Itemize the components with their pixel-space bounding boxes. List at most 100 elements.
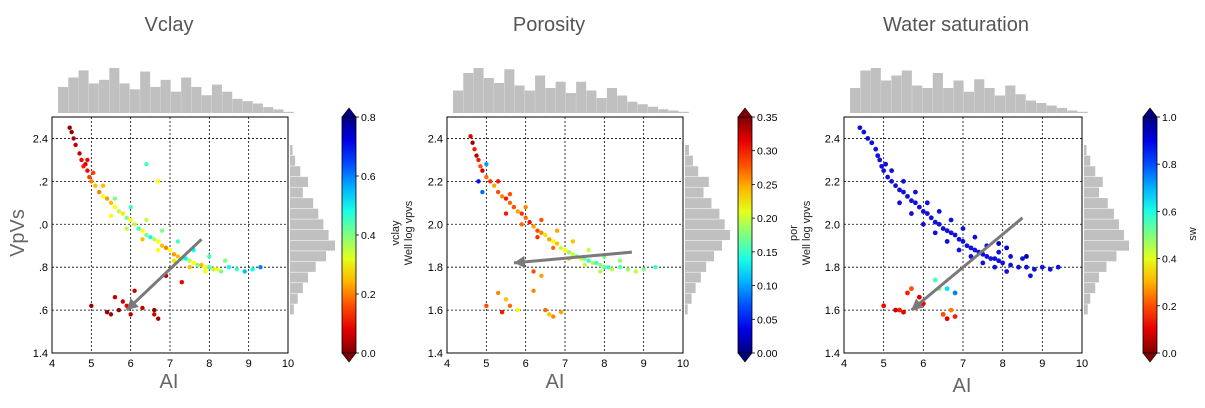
- scatter-point: [171, 252, 177, 257]
- scatter-point: [503, 196, 509, 201]
- scatter-point: [1020, 256, 1025, 261]
- scatter-point: [250, 267, 255, 272]
- scatter-point: [79, 157, 84, 163]
- scatter-point: [881, 303, 887, 309]
- scatter-point: [91, 170, 96, 175]
- colorbar-tick-label: 0.4: [361, 230, 376, 242]
- scatter-point: [108, 312, 114, 317]
- histogram-right-bar: [685, 166, 699, 177]
- histogram-top-bar: [201, 95, 212, 113]
- scatter-point: [948, 230, 954, 236]
- x-tick-label: 8: [1000, 358, 1006, 370]
- x-tick-label: 5: [881, 358, 887, 370]
- y-tick-label: 2.0: [825, 219, 840, 231]
- x-tick-label: 9: [641, 358, 647, 370]
- scatter-point: [968, 254, 974, 259]
- scatter-point: [492, 183, 497, 188]
- scatter-point: [857, 125, 863, 131]
- scatter-point: [885, 174, 891, 180]
- trend-arrow-shaft: [513, 250, 633, 265]
- colorbar-tick-label: 0.0: [1162, 348, 1177, 360]
- colorbar-tick-label: 0.30: [757, 146, 778, 158]
- scatter-point: [152, 237, 157, 242]
- scatter-point: [67, 125, 72, 130]
- scatter-point: [156, 247, 161, 253]
- histogram-right-bar: [1084, 304, 1088, 315]
- histogram-top-bar: [181, 77, 192, 113]
- scatter-point: [120, 211, 126, 216]
- chart-title: Vclay: [145, 14, 194, 36]
- scatter-point: [100, 183, 106, 188]
- scatter-point: [558, 245, 564, 251]
- scatter-point: [207, 254, 212, 259]
- histogram-right-bar: [685, 176, 709, 187]
- histogram-top-bar: [994, 95, 1006, 113]
- scatter-point: [159, 243, 165, 248]
- histogram-top-bar: [891, 75, 902, 113]
- x-tick-label: 9: [1039, 358, 1045, 370]
- scatter-point: [226, 264, 232, 270]
- trend-arrow-head: [911, 298, 924, 311]
- colorbar-tick-label: 0.6: [1162, 206, 1177, 218]
- histogram-top-bar: [617, 95, 628, 113]
- histogram-right-bar: [1084, 261, 1107, 272]
- scatter-point: [144, 162, 149, 167]
- scatter-point: [562, 247, 568, 253]
- scatter-point: [519, 222, 524, 227]
- y-tick-label: 1.6: [825, 305, 840, 317]
- scatter-point: [152, 312, 157, 317]
- scatter-point: [881, 168, 887, 174]
- y-tick-label: 1.4: [33, 348, 48, 360]
- histogram-top-bar: [678, 111, 689, 113]
- scatter-point: [865, 136, 871, 141]
- histogram-top-bar: [494, 83, 505, 113]
- scatter-point: [893, 307, 898, 313]
- scatter-point: [543, 307, 548, 313]
- scatter-point: [641, 267, 646, 272]
- scatter-point: [77, 151, 82, 156]
- scatter-point: [996, 258, 1002, 264]
- colorbar-extend-top: [341, 107, 357, 118]
- histogram-right-bar: [1084, 187, 1099, 198]
- scatter-point: [211, 267, 216, 272]
- scatter-point: [960, 239, 966, 244]
- scatter-point: [476, 157, 481, 163]
- histogram-top-bar: [524, 90, 535, 113]
- histogram-right-bar: [1084, 219, 1119, 230]
- scatter-point: [916, 294, 922, 300]
- chart-panel-porosity: Porosity AI vclay Well log vpvs 4 5 6 7 8 9 10…: [390, 14, 778, 393]
- scatter-point: [120, 299, 126, 304]
- histogram-top-bar: [932, 73, 943, 113]
- histogram-top-bar: [535, 75, 546, 113]
- scatter-point: [897, 307, 902, 313]
- scatter-point: [956, 247, 962, 253]
- scatter-point: [633, 269, 638, 274]
- histogram-top-bar: [984, 88, 995, 113]
- x-tick-label: 6: [128, 358, 134, 370]
- colorbar-tick-label: 0.05: [757, 314, 778, 326]
- scatter-point: [199, 262, 204, 268]
- scatter-point: [996, 241, 1002, 246]
- scatter-point: [535, 228, 540, 233]
- scatter-point: [156, 316, 161, 321]
- histogram-top-bar: [99, 79, 110, 113]
- colorbar-tick-label: 0.4: [1162, 254, 1177, 266]
- scatter-point: [156, 179, 161, 184]
- scatter-point: [944, 228, 950, 234]
- scatter-point: [116, 209, 122, 214]
- histogram-right-bar: [1084, 198, 1108, 209]
- histogram-top-bar: [647, 106, 659, 113]
- trend-arrow-shaft: [125, 238, 203, 312]
- histogram-right-bar: [1084, 229, 1124, 241]
- scatter-point: [916, 204, 922, 210]
- scatter-point: [159, 228, 165, 233]
- scatter-point: [617, 264, 623, 270]
- colorbar-tick-label: 0.10: [757, 281, 778, 293]
- histogram-top-bar: [565, 93, 576, 113]
- scatter-point: [928, 215, 934, 221]
- y-tick-label: 2.0: [428, 219, 443, 231]
- scatter-point: [523, 204, 528, 210]
- scatter-point: [203, 264, 208, 270]
- scatter-point: [992, 256, 998, 261]
- scatter-point: [920, 209, 926, 214]
